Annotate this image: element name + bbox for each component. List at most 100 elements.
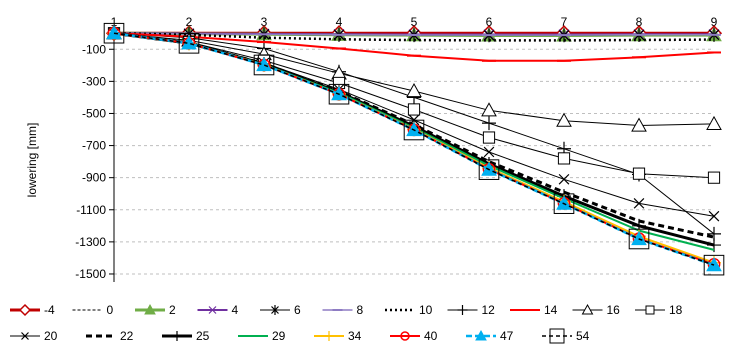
data-point [403,119,425,141]
legend-label: 14 [544,303,558,317]
legend-item-34: 34 [314,329,362,343]
legend-label: 25 [196,329,210,343]
data-point [478,159,500,180]
data-point [482,116,496,131]
legend-marker [208,306,217,314]
legend-label: 16 [607,303,621,317]
legend-marker [21,332,29,340]
data-point [178,33,200,54]
legend-item-8: 8 [322,303,364,317]
x-tick-label: 1 [111,15,118,29]
data-point [633,198,645,209]
series-line-25 [113,31,715,247]
y-tick-label: -300 [82,74,106,88]
legend-label: 12 [482,303,496,317]
legend-label: 18 [669,303,683,317]
legend-marker [581,303,594,315]
data-point [553,193,575,214]
y-tick-labels: -100 -300 -500 -700 -900 -1100 -1300 -1500 [75,42,114,281]
series [103,22,725,276]
data-point [556,112,572,127]
legend-label: 2 [169,303,176,317]
legend-item--4: -4 [10,303,55,317]
legend-marker [172,331,182,341]
data-point [103,22,125,44]
legend: -4 0 2 4 6 8 10 12 14 16 18 20 22 25 29 34 40 47 54 [10,303,683,344]
legend-label: 47 [500,329,514,343]
legend-item-4: 4 [197,303,239,317]
legend-marker [549,328,565,344]
data-point [707,238,721,253]
y-tick-label: -1300 [75,235,106,249]
data-point [632,167,646,180]
data-point [707,171,721,184]
data-point [557,152,571,165]
y-tick-label: -1500 [75,267,106,281]
y-axis-title: lowering [mm] [25,123,39,198]
y-tick-label: -1100 [76,203,106,217]
data-point [482,131,496,144]
legend-item-16: 16 [572,303,621,317]
data-point [703,254,725,276]
legend-item-10: 10 [385,303,433,317]
axes [113,29,714,282]
data-point [253,54,275,76]
legend-marker [457,305,468,315]
legend-item-54: 54 [542,328,590,344]
legend-marker [271,305,279,315]
data-point [481,102,497,117]
legend-label: 0 [107,303,114,317]
legend-label: 34 [348,329,362,343]
data-point [106,25,122,40]
legend-item-40: 40 [390,329,438,343]
legend-item-2: 2 [135,303,176,317]
y-tick-label: -900 [82,171,106,185]
data-point [631,117,647,132]
legend-label: 8 [357,303,364,317]
legend-item-25: 25 [162,329,210,343]
legend-item-6: 6 [260,303,301,317]
x-tick-label: 9 [711,15,718,29]
x-tick-label: 3 [261,15,268,29]
data-point [628,228,650,250]
data-point [558,173,570,185]
legend-item-18: 18 [635,303,683,317]
x-tick-label: 4 [336,15,343,29]
legend-item-12: 12 [447,303,496,317]
legend-marker [645,305,655,315]
legend-label: -4 [44,303,55,317]
legend-label: 10 [419,303,433,317]
legend-label: 29 [272,329,286,343]
legend-marker [324,331,334,341]
legend-item-0: 0 [72,303,114,317]
y-tick-label: -700 [82,139,106,153]
legend-item-14: 14 [510,303,558,317]
legend-item-29: 29 [238,329,286,343]
series-line-34 [113,32,715,264]
y-tick-label: -100 [82,42,106,56]
series-25 [107,26,721,253]
legend-marker [475,329,487,341]
y-tick-label: -500 [82,106,106,120]
series-line-10 [113,31,715,42]
data-point [706,115,722,130]
data-point [328,83,350,105]
legend-label: 4 [232,303,239,317]
legend-item-22: 22 [86,329,134,343]
series-18 [107,27,721,184]
data-point [407,103,421,116]
legend-marker [18,303,32,317]
data-point [483,146,495,158]
legend-marker [144,303,156,315]
x-tick-label: 8 [636,15,643,29]
series-line-54 [113,32,715,266]
series-29 [113,32,715,251]
legend-label: 40 [424,329,438,343]
x-tick-label: 2 [186,15,193,29]
series-line-29 [113,32,715,251]
legend-label: 54 [576,329,590,343]
x-tick-label: 5 [411,15,418,29]
series-54 [103,22,725,276]
series-10 [113,31,715,42]
